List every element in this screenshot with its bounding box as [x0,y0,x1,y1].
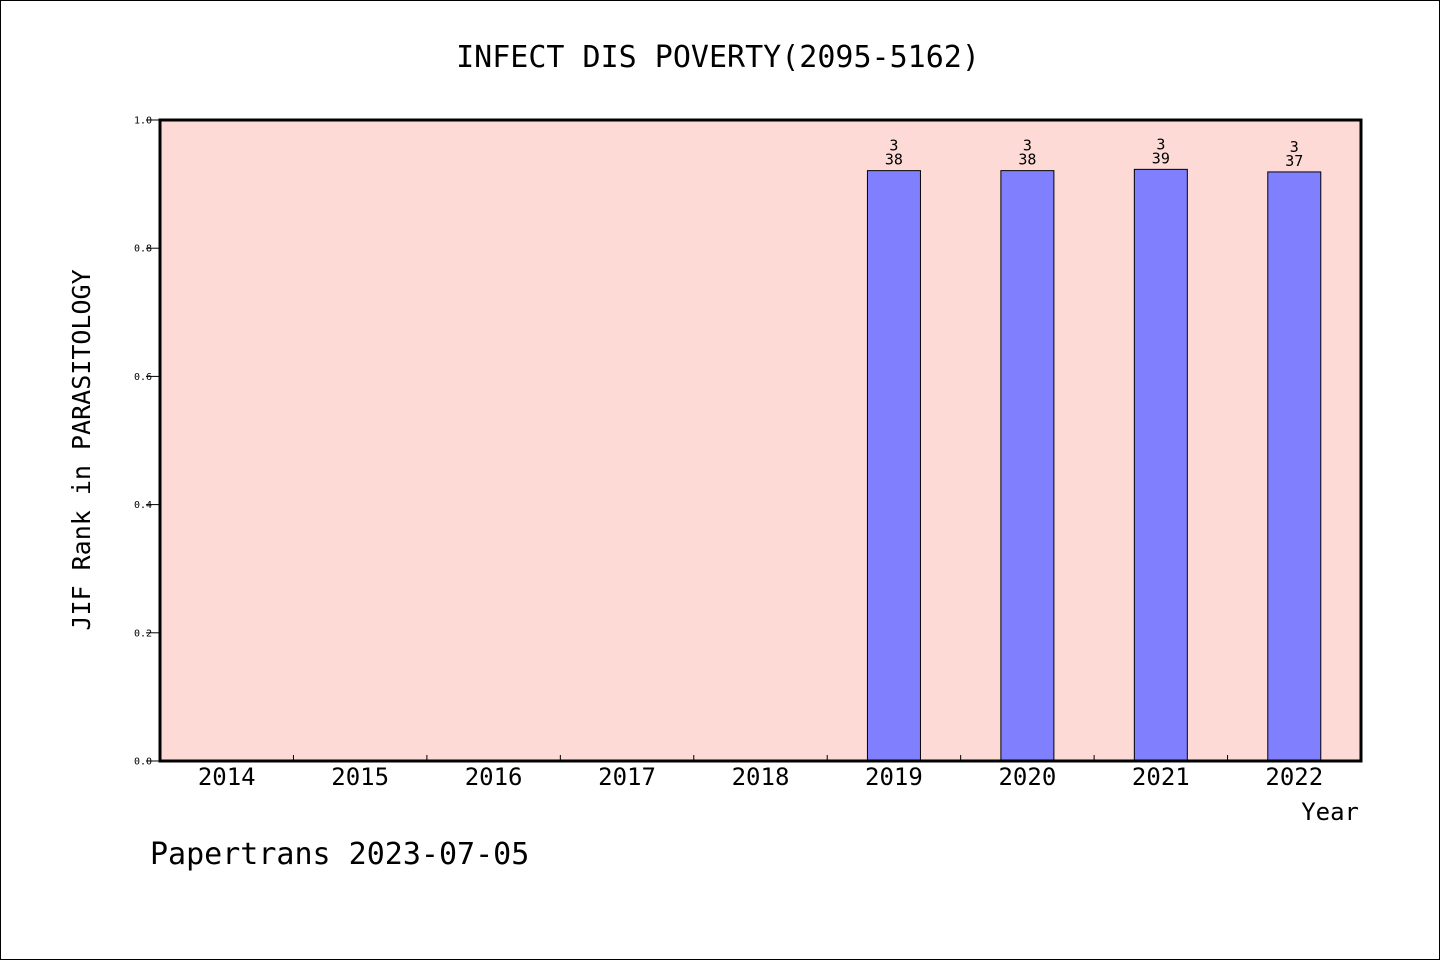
bar-2022 [1267,171,1322,762]
bar-total-label: 38 [885,151,903,169]
y-tick-label: 0.6 [134,372,152,383]
bar-2021 [1133,168,1188,762]
x-axis: 2014 2015 2016 2017 2018 2019 2020 2021 2022 [198,755,1323,791]
bars-group [866,168,1322,762]
y-tick-label: 0.2 [134,628,152,639]
x-axis-label: Year [1301,798,1359,826]
y-tick-label: 0.0 [134,757,152,768]
bar-rank-label: 3 [1156,135,1165,153]
y-tick-label: 1.0 [134,116,152,127]
y-tick-label: 0.8 [134,244,152,255]
x-tick-label: 2016 [465,763,523,791]
x-tick-label: 2021 [1132,763,1190,791]
bar-total-label: 39 [1152,149,1170,167]
bar-rank-label: 3 [1290,138,1299,156]
bar-total-label: 38 [1018,151,1036,169]
x-tick-label: 2017 [598,763,656,791]
x-tick-label: 2020 [998,763,1056,791]
bar-2019 [866,170,921,762]
y-axis: 0.0 0.2 0.4 0.6 0.8 1.0 [134,116,160,768]
x-tick-label: 2014 [198,763,256,791]
bar-total-label: 37 [1285,152,1303,170]
x-tick-label: 2019 [865,763,923,791]
x-tick-label: 2015 [331,763,389,791]
chart-title: INFECT DIS POVERTY(2095-5162) [456,40,980,75]
x-tick-label: 2018 [732,763,790,791]
bar-rank-label: 3 [889,137,898,155]
y-axis-label: JIF Rank in PARASITOLOGY [67,269,96,630]
x-tick-label: 2022 [1265,763,1323,791]
footer-watermark: Papertrans 2023-07-05 [150,837,529,872]
plot-border [158,118,1363,763]
bar-rank-label: 3 [1023,137,1032,155]
bar-2020 [1000,170,1055,762]
y-tick-label: 0.4 [134,500,152,511]
